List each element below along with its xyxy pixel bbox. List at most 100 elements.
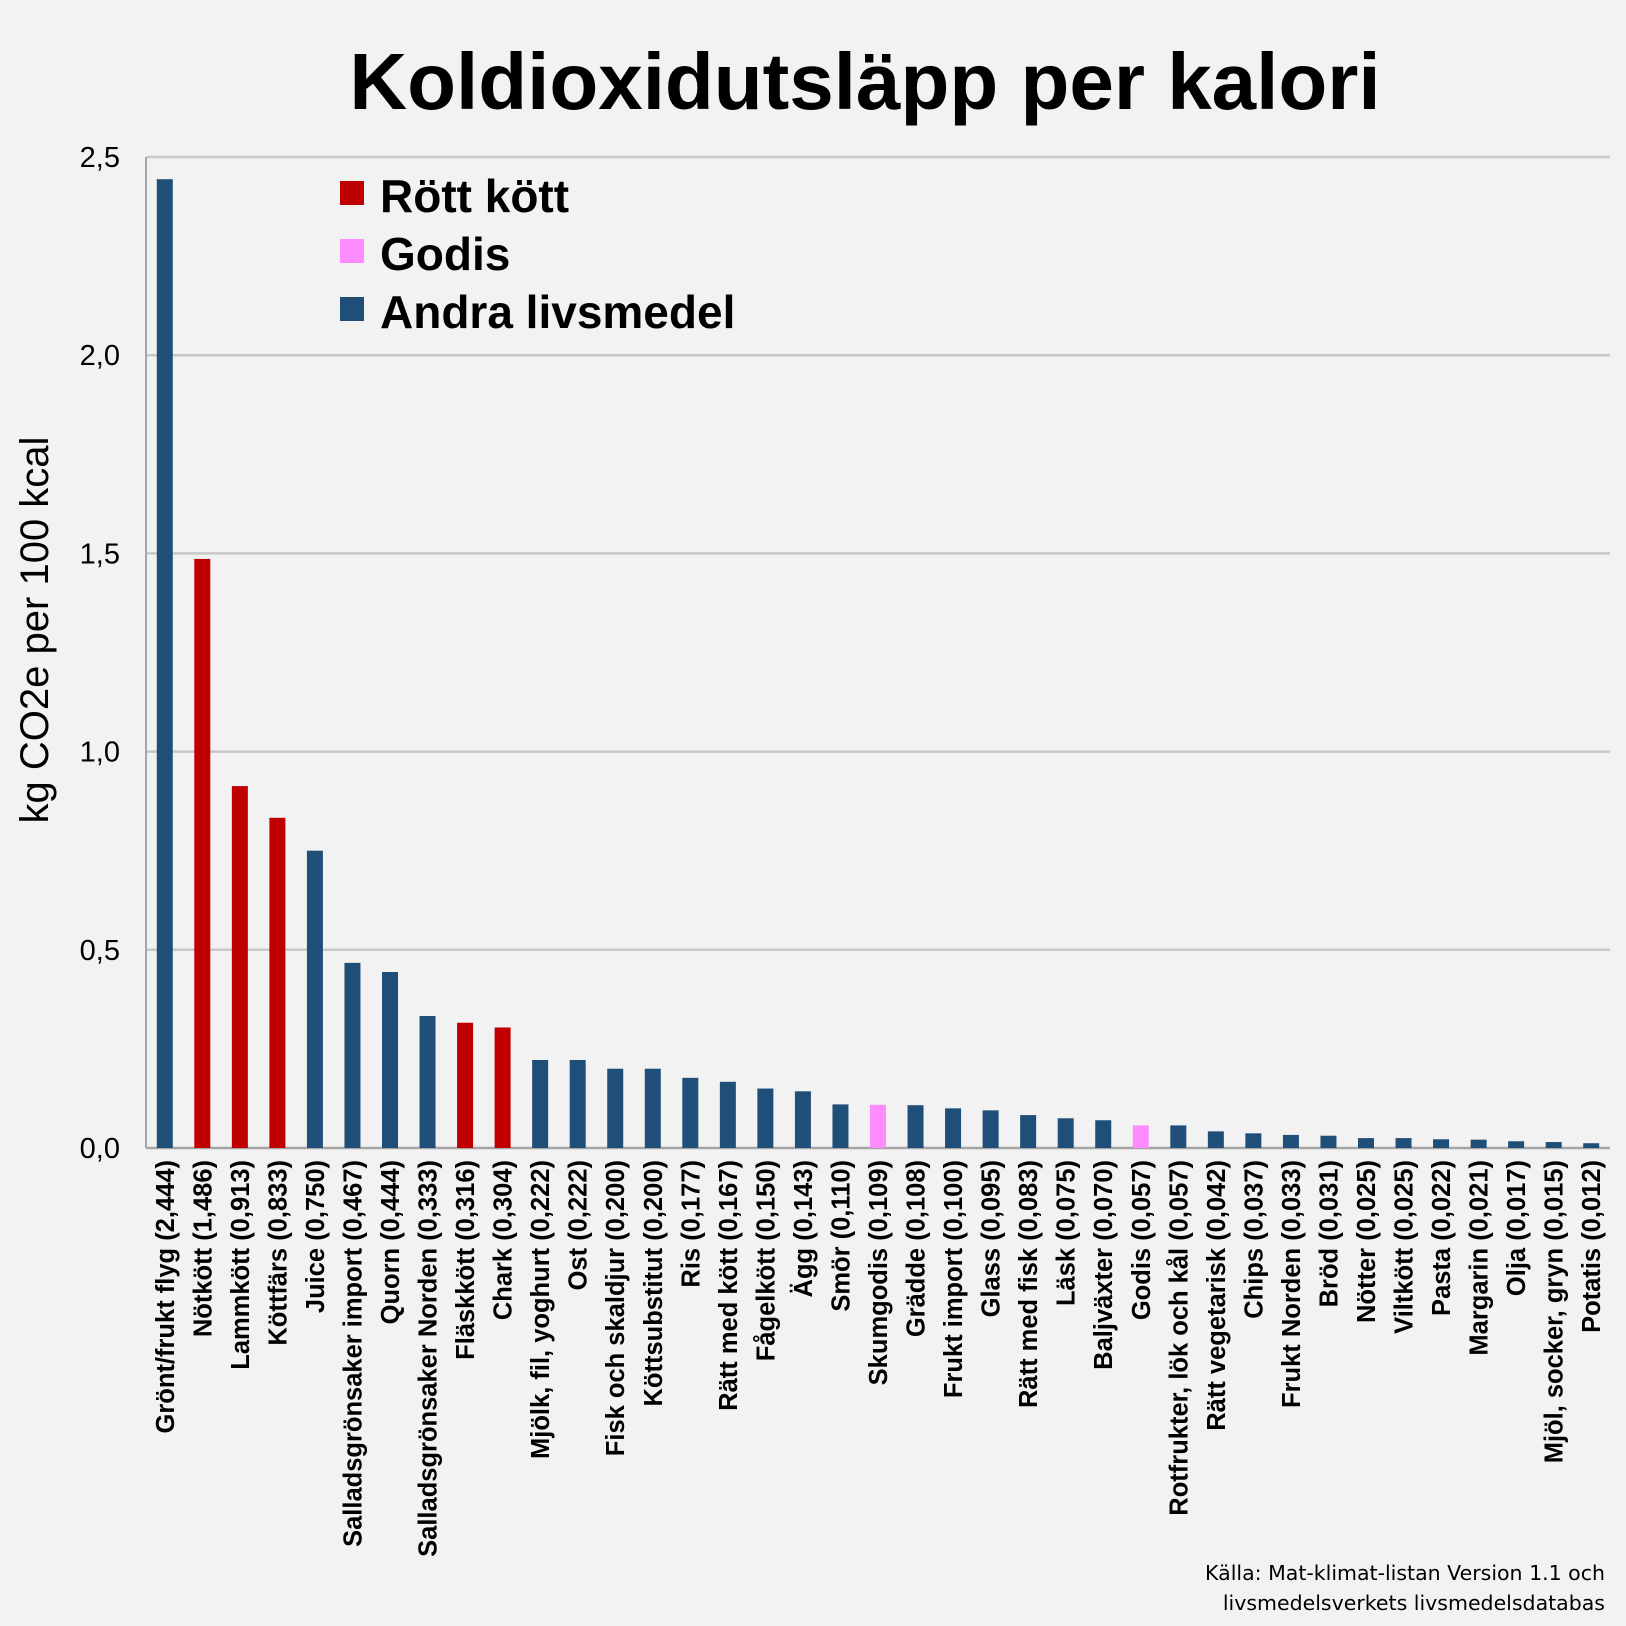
- x-tick-label: Grädde (0,108): [903, 1160, 931, 1337]
- category-value-label: (0,110): [827, 1160, 855, 1246]
- category-value-label: (0,100): [940, 1160, 968, 1248]
- bar: [794, 1091, 811, 1148]
- category-value-label: (0,177): [677, 1160, 705, 1248]
- x-tick-label: Köttfärs (0,833): [264, 1160, 292, 1346]
- category-name: Rätt med fisk: [1015, 1247, 1043, 1408]
- bar: [569, 1059, 586, 1148]
- category-name: Olja: [1503, 1247, 1531, 1296]
- x-tick-label: Läsk (0,075): [1053, 1160, 1081, 1306]
- category-value-label: (0,057): [1128, 1160, 1156, 1248]
- x-tick-label: Chark (0,304): [490, 1160, 518, 1320]
- category-name: Ost: [565, 1247, 593, 1290]
- category-name: Mjöl, socker, gryn: [1541, 1248, 1569, 1463]
- x-tick-label: Smör (0,110): [827, 1160, 855, 1312]
- category-value-label: (0,316): [452, 1160, 480, 1248]
- bar: [419, 1015, 436, 1148]
- category-value-label: (0,012): [1578, 1160, 1606, 1248]
- y-axis-label: kg CO2e per 100 kcal: [13, 437, 57, 824]
- bar: [1282, 1134, 1299, 1148]
- bar: [269, 817, 286, 1148]
- legend-label: Godis: [380, 228, 510, 280]
- category-value-label: (0,075): [1053, 1160, 1081, 1248]
- category-name: Köttfärs: [264, 1248, 292, 1346]
- x-tick-label: Rätt med fisk (0,083): [1015, 1160, 1043, 1408]
- legend-swatch: [340, 181, 364, 205]
- category-value-label: (0,143): [790, 1160, 818, 1248]
- category-value-label: (0,444): [377, 1160, 405, 1248]
- category-value-label: (0,222): [565, 1160, 593, 1248]
- category-name: Quorn: [377, 1248, 405, 1325]
- category-name: Ägg: [790, 1248, 818, 1298]
- category-name: Rotfrukter, lök och kål: [1165, 1248, 1193, 1516]
- y-tick-label: 1,0: [80, 737, 120, 769]
- x-tick-label: Köttsubstitut (0,200): [640, 1160, 668, 1407]
- category-value-label: (0,333): [415, 1160, 443, 1248]
- x-tick-label: Mjöl, socker, gryn (0,015): [1541, 1160, 1569, 1463]
- x-tick-label: Glass (0,095): [978, 1160, 1006, 1317]
- category-name: Pasta: [1428, 1247, 1456, 1316]
- category-name: Nötter: [1353, 1248, 1381, 1323]
- bar: [1020, 1115, 1037, 1148]
- category-value-label: (0,109): [865, 1160, 893, 1248]
- category-name: Rätt med kött: [715, 1247, 743, 1410]
- x-tick-label: Godis (0,057): [1128, 1160, 1156, 1320]
- category-value-label: (0,200): [640, 1160, 668, 1248]
- category-name: Smör: [827, 1246, 855, 1311]
- bar: [682, 1077, 699, 1148]
- category-value-label: (2,444): [152, 1160, 180, 1248]
- category-value-label: (1,486): [189, 1160, 217, 1248]
- category-name: Margarin: [1466, 1248, 1494, 1356]
- category-value-label: (0,070): [1090, 1160, 1118, 1248]
- x-tick-label: Fläskkött (0,316): [452, 1160, 480, 1360]
- x-tick-label: Juice (0,750): [302, 1160, 330, 1313]
- category-value-label: (0,025): [1353, 1160, 1381, 1248]
- category-name: Köttsubstitut: [640, 1247, 668, 1406]
- bar: [1433, 1139, 1450, 1148]
- x-tick-label: Nötkött (1,486): [189, 1160, 217, 1337]
- bar: [156, 179, 173, 1149]
- y-tick-label: 2,5: [80, 142, 120, 174]
- bar: [457, 1022, 474, 1148]
- bar: [344, 962, 361, 1148]
- legend-label: Rött kött: [380, 170, 569, 222]
- bar: [832, 1104, 849, 1148]
- bar: [644, 1068, 661, 1148]
- category-name: Rätt vegetarisk: [1203, 1247, 1231, 1431]
- x-tick-label: Potatis (0,012): [1578, 1160, 1606, 1333]
- bar: [945, 1108, 962, 1148]
- x-axis-labels: Grönt/frukt flyg (2,444) Nötkött (1,486) L…: [152, 1160, 1606, 1557]
- bar: [982, 1110, 999, 1148]
- chart-title: Koldioxidutsläpp per kalori: [349, 37, 1380, 126]
- category-value-label: (0,083): [1015, 1160, 1043, 1248]
- x-tick-label: Fågelkött (0,150): [752, 1160, 780, 1361]
- bar: [532, 1059, 549, 1148]
- category-name: Fläskkött: [452, 1247, 480, 1359]
- bar: [1320, 1135, 1337, 1148]
- category-name: Chark: [490, 1247, 518, 1320]
- bar: [1207, 1131, 1224, 1148]
- x-tick-label: Salladsgrönsaker Norden (0,333): [415, 1160, 443, 1557]
- category-name: Godis: [1128, 1248, 1156, 1320]
- category-name: Nötkött: [189, 1247, 217, 1337]
- category-name: Fisk och skaldjur: [602, 1248, 630, 1456]
- x-tick-label: Ägg (0,143): [790, 1160, 818, 1297]
- legend-swatch: [340, 297, 364, 321]
- bar: [1057, 1118, 1074, 1148]
- category-value-label: (0,095): [978, 1160, 1006, 1248]
- category-value-label: (0,031): [1315, 1160, 1343, 1248]
- category-value-label: (0,200): [602, 1160, 630, 1248]
- category-name: Chips: [1240, 1248, 1268, 1319]
- y-tick-label: 0,5: [80, 935, 120, 967]
- category-name: Frukt Norden: [1278, 1248, 1306, 1408]
- gridlines: [145, 155, 1610, 1150]
- category-name: Lammkött: [227, 1247, 255, 1369]
- x-tick-label: Margarin (0,021): [1466, 1160, 1494, 1356]
- x-tick-label: Salladsgrönsaker import (0,467): [339, 1160, 367, 1547]
- category-value-label: (0,304): [490, 1160, 518, 1248]
- category-value-label: (0,042): [1203, 1160, 1231, 1248]
- x-tick-label: Quorn (0,444): [377, 1160, 405, 1324]
- category-value-label: (0,033): [1278, 1160, 1306, 1248]
- x-tick-label: Frukt import (0,100): [940, 1160, 968, 1398]
- category-name: Salladsgrönsaker Norden: [415, 1248, 443, 1557]
- source-line-2: livsmedelsverkets livsmedelsdatabas: [1223, 1591, 1605, 1615]
